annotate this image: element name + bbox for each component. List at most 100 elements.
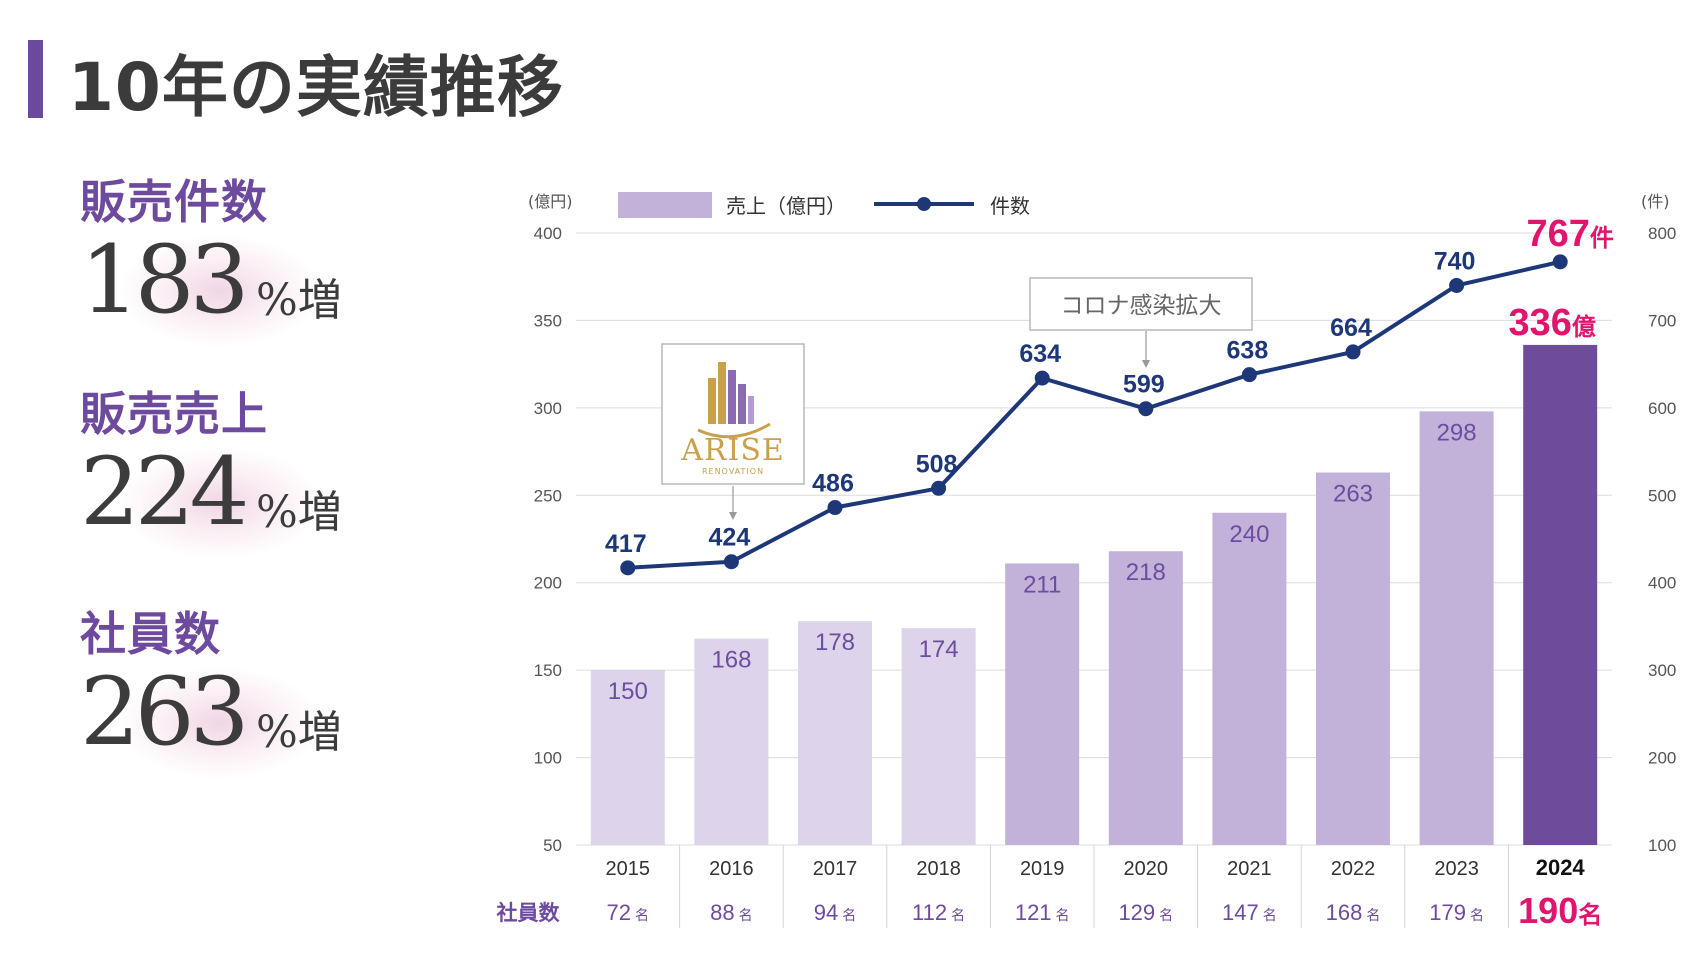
title-accent-bar: [28, 40, 43, 118]
left-tick-label: 400: [534, 224, 562, 243]
logo-building-block: [748, 396, 754, 424]
bar-2019: [1005, 563, 1080, 845]
logo-building-block: [718, 362, 726, 424]
highlight-bar-value: 336億: [1508, 302, 1595, 344]
employee-value: 112 名: [912, 900, 965, 925]
left-tick-label: 200: [534, 574, 562, 593]
count-line: [627, 259, 1561, 570]
right-axis-unit: (件): [1641, 192, 1670, 211]
count-point-2023: [1449, 277, 1465, 293]
employees-row-label: 社員数: [496, 901, 561, 925]
count-value-label: 638: [1227, 337, 1269, 365]
stat-unit: %増: [256, 487, 342, 538]
employee-value: 88 名: [710, 900, 752, 925]
year-label: 2015: [606, 858, 651, 880]
count-value-label: 599: [1123, 371, 1165, 399]
employee-value: 147 名: [1222, 900, 1277, 925]
employee-value: 179 名: [1429, 900, 1484, 925]
count-point-2020: [1138, 401, 1154, 417]
right-tick-label: 400: [1648, 574, 1676, 593]
logo-pointer-arrow: [729, 512, 737, 520]
year-label: 2019: [1020, 858, 1065, 880]
bar-2022: [1316, 472, 1390, 845]
stat-glow: [120, 668, 320, 778]
right-tick-label: 800: [1648, 224, 1676, 243]
stat-sales-revenue: 販売売上 224 %増: [80, 378, 410, 558]
logo-building-block: [708, 378, 716, 424]
highlight-count-value: 767件: [1526, 213, 1613, 255]
count-point-2017: [827, 500, 843, 516]
highlight-employee-value: 190名: [1518, 890, 1602, 931]
left-tick-label: 250: [534, 486, 562, 505]
annotation-text: コロナ感染拡大: [1061, 293, 1222, 319]
left-tick-label: 50: [543, 836, 562, 855]
bar-value-label: 150: [608, 678, 648, 705]
bar-value-label: 218: [1126, 559, 1166, 586]
legend-bar-label: 売上（億円）: [726, 194, 846, 218]
stat-sales-count: 販売件数 183 %増: [80, 166, 410, 346]
count-point-2024: [1552, 254, 1568, 270]
count-point-2022: [1345, 344, 1361, 360]
bar-value-label: 211: [1023, 571, 1061, 598]
stat-label: 社員数: [80, 607, 221, 661]
bar-2015: [590, 670, 665, 845]
stat-employees: 社員数 263 %増: [80, 598, 410, 778]
logo-building-block: [728, 370, 736, 424]
employee-value: 168 名: [1326, 900, 1381, 925]
count-value-label: 424: [709, 524, 751, 552]
count-value-label: 634: [1019, 340, 1061, 368]
employee-value: 94 名: [814, 900, 856, 925]
legend-line-label: 件数: [990, 194, 1030, 218]
right-tick-label: 100: [1648, 836, 1676, 855]
count-point-2016: [723, 554, 739, 570]
bar-value-label: 240: [1229, 521, 1269, 548]
left-tick-label: 300: [534, 399, 562, 418]
bar-2023: [1419, 411, 1494, 845]
count-point-2015: [620, 560, 636, 576]
year-label: 2024: [1536, 855, 1586, 880]
count-point-2021: [1241, 367, 1257, 383]
right-tick-label: 600: [1648, 399, 1676, 418]
bar-value-label: 168: [711, 647, 751, 674]
year-label: 2020: [1124, 858, 1169, 880]
stat-unit: %増: [256, 275, 342, 326]
year-label: 2021: [1227, 858, 1272, 880]
bar-value-label: 263: [1333, 481, 1373, 508]
year-label: 2018: [916, 858, 961, 880]
year-label: 2016: [709, 858, 754, 880]
right-tick-label: 300: [1648, 661, 1676, 680]
left-tick-label: 150: [534, 661, 562, 680]
bar-2016: [694, 638, 769, 845]
stat-glow: [120, 448, 320, 558]
logo-building-block: [738, 384, 746, 424]
right-tick-label: 700: [1648, 311, 1676, 330]
stat-value: 183: [80, 226, 249, 335]
year-label: 2023: [1434, 858, 1479, 880]
count-point-2018: [931, 480, 947, 496]
count-point-2019: [1034, 370, 1050, 386]
employee-value: 72 名: [607, 900, 649, 925]
legend-bar-swatch: [618, 192, 712, 218]
logo-wordmark: ARISE: [680, 433, 785, 468]
annotation-box: [1029, 277, 1253, 331]
bar-2024: [1523, 344, 1598, 845]
bar-value-label: 174: [919, 636, 959, 663]
bar-2021: [1212, 512, 1287, 845]
employee-value: 121 名: [1015, 900, 1070, 925]
bar-2020: [1108, 551, 1183, 845]
right-tick-label: 500: [1648, 486, 1676, 505]
year-label: 2017: [813, 858, 858, 880]
logo-swoosh: [697, 422, 771, 439]
stat-value: 263: [80, 658, 249, 767]
left-axis-unit: (億円): [528, 192, 573, 211]
stat-glow: [120, 236, 320, 346]
count-value-label: 740: [1434, 247, 1476, 275]
legend-line-marker: [917, 197, 931, 211]
count-value-label: 417: [605, 530, 647, 558]
left-tick-label: 350: [534, 311, 562, 330]
employee-value: 129 名: [1118, 900, 1173, 925]
bar-value-label: 178: [815, 629, 855, 656]
bar-2018: [901, 628, 976, 845]
left-tick-label: 100: [534, 749, 562, 768]
